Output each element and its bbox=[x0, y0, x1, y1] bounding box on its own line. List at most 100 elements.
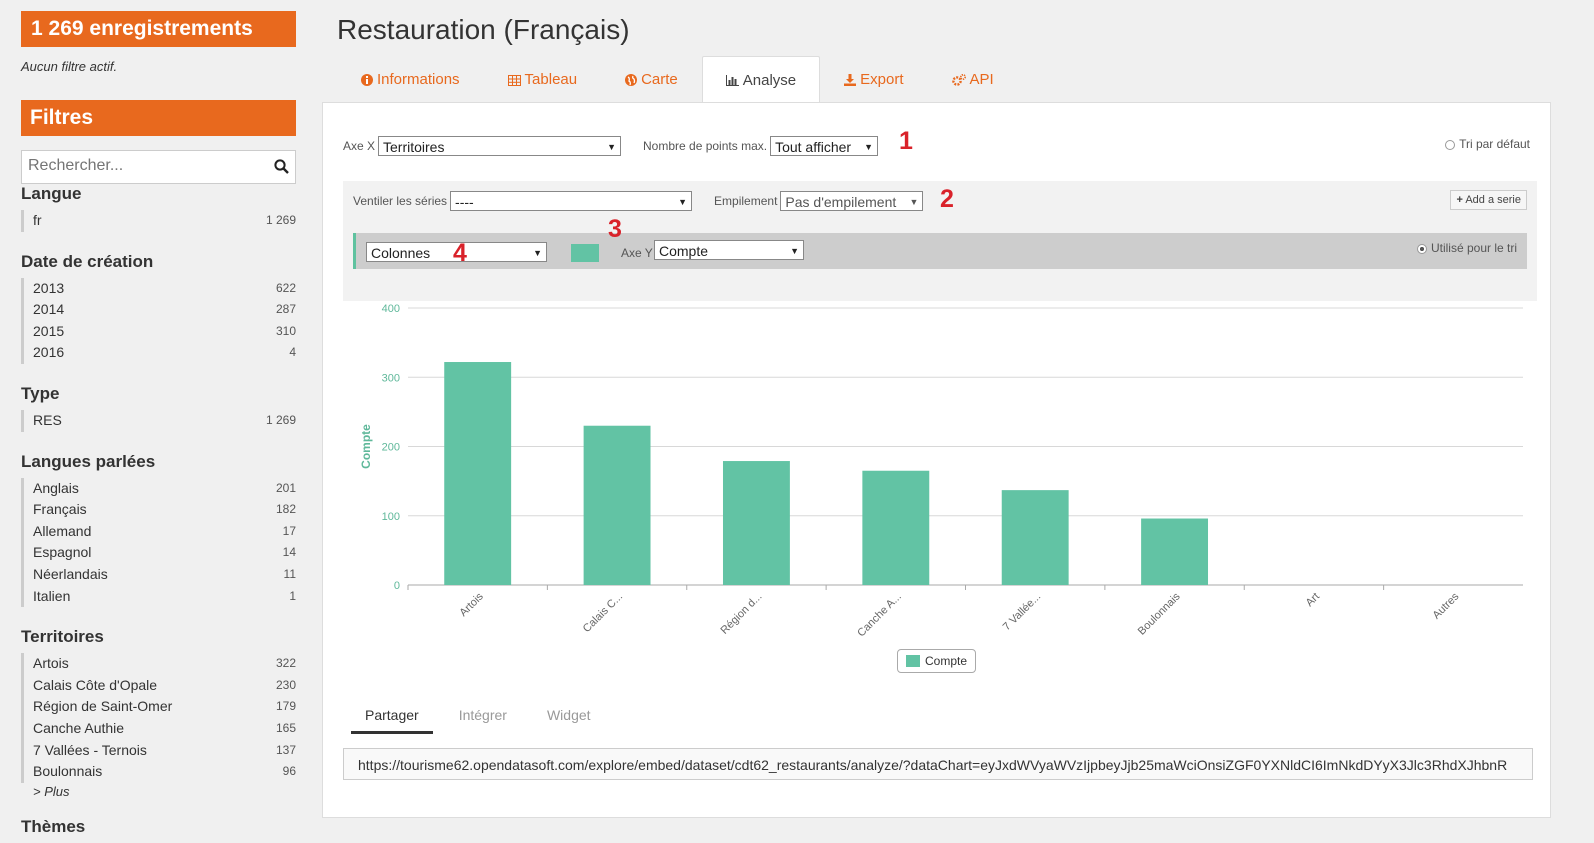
breakdown-select[interactable]: ---- ▼ bbox=[450, 191, 693, 211]
x-tick-label: Région d... bbox=[718, 591, 764, 637]
y-axis-label: Axe Y bbox=[621, 246, 653, 260]
facet-list: Artois 322 Calais Côte d'Opale 230 Région de… bbox=[21, 653, 296, 783]
chevron-down-icon: ▼ bbox=[790, 246, 799, 256]
facet-item[interactable]: Allemand 17 bbox=[33, 521, 296, 543]
legend-swatch bbox=[906, 655, 920, 667]
chart-type-select[interactable]: Colonnes ▼ bbox=[366, 242, 547, 262]
facet-item-label: Boulonnais bbox=[33, 763, 103, 780]
breakdown-value: ---- bbox=[455, 194, 474, 210]
facet-item-count: 622 bbox=[275, 280, 296, 295]
chart-svg: 0 100 200 300 400 Compte Artois Calais C... Régi… bbox=[359, 303, 1523, 639]
y-tick-label: 100 bbox=[382, 511, 400, 523]
tab-api[interactable]: API bbox=[928, 56, 1018, 103]
facet-item[interactable]: Italien 1 bbox=[33, 586, 296, 608]
facet-item[interactable]: Calais Côte d'Opale 230 bbox=[33, 675, 296, 697]
facet-item-count: 310 bbox=[275, 323, 296, 338]
tab-partager[interactable]: Partager bbox=[351, 699, 433, 734]
stacking-label: Empilement bbox=[714, 194, 778, 208]
tab-integrer[interactable]: Intégrer bbox=[458, 707, 507, 723]
facet-item[interactable]: Canche Authie 165 bbox=[33, 718, 296, 740]
gears-icon bbox=[951, 74, 966, 86]
y-tick-label: 300 bbox=[382, 372, 400, 384]
tab-label: Carte bbox=[641, 71, 678, 88]
series-config: Ventiler les séries ---- ▼ Empilement Pas… bbox=[343, 181, 1537, 301]
y-axis-select[interactable]: Compte ▼ bbox=[654, 240, 804, 260]
max-points-select[interactable]: Tout afficher ▼ bbox=[770, 136, 879, 156]
add-serie-button[interactable]: + Add a serie bbox=[1450, 190, 1527, 210]
bar bbox=[1141, 518, 1209, 585]
tab-label: API bbox=[969, 71, 994, 88]
facet-item-label: 2014 bbox=[33, 301, 65, 318]
facet-item-label: 2013 bbox=[33, 279, 65, 296]
x-axis-select[interactable]: Territoires ▼ bbox=[378, 136, 622, 156]
facet-item-label: Français bbox=[33, 501, 87, 518]
max-points-label: Nombre de points max. bbox=[643, 139, 768, 153]
y-tick-label: 400 bbox=[382, 303, 400, 315]
facet-item[interactable]: Boulonnais 96 bbox=[33, 761, 296, 783]
tab-analyse[interactable]: Analyse bbox=[701, 56, 821, 104]
facet-item-count: 1 bbox=[289, 588, 296, 603]
facet-item[interactable]: fr 1 269 bbox=[33, 210, 296, 232]
facet-item[interactable]: 7 Vallées - Ternois 137 bbox=[33, 740, 296, 762]
chevron-down-icon: ▼ bbox=[678, 197, 688, 207]
search-box bbox=[21, 150, 296, 184]
tab-widget[interactable]: Widget bbox=[546, 707, 591, 723]
share-url-field[interactable]: https://tourisme62.opendatasoft.com/expl… bbox=[343, 748, 1533, 780]
facet-item[interactable]: 2014 287 bbox=[33, 299, 296, 321]
globe-icon bbox=[625, 74, 638, 86]
facet-title: Langues parlées bbox=[21, 451, 156, 471]
page-title: Restauration (Français) bbox=[337, 14, 630, 45]
chevron-down-icon: ▼ bbox=[909, 197, 919, 207]
tab-informations[interactable]: Informations bbox=[337, 56, 484, 103]
used-for-sort-option[interactable]: Utilisé pour le tri bbox=[1416, 241, 1517, 255]
search-icon[interactable] bbox=[274, 159, 289, 179]
chart-legend[interactable]: Compte bbox=[897, 649, 977, 673]
annotation-number: 3 bbox=[608, 215, 622, 243]
analysis-panel: Axe X Territoires ▼ Nombre de points max.… bbox=[322, 102, 1551, 818]
series-color-swatch[interactable] bbox=[571, 244, 599, 262]
facet-item[interactable]: Néerlandais 11 bbox=[33, 564, 296, 586]
facet-item-label: fr bbox=[33, 212, 42, 228]
facet-item-count: 179 bbox=[275, 699, 296, 714]
facet-item-label: Espagnol bbox=[33, 544, 92, 561]
search-input[interactable] bbox=[22, 151, 264, 181]
bar bbox=[722, 461, 790, 585]
plus-icon: + bbox=[1456, 194, 1463, 206]
sidebar: 1 269 enregistrements Aucun filtre actif… bbox=[21, 11, 296, 843]
facet-item-count: 14 bbox=[282, 545, 296, 560]
facet-item-label: 2016 bbox=[33, 344, 65, 361]
facet-item[interactable]: Région de Saint-Omer 179 bbox=[33, 696, 296, 718]
facet-item[interactable]: 2015 310 bbox=[33, 321, 296, 343]
facet-item-count: 201 bbox=[275, 480, 296, 495]
facet-item[interactable]: 2013 622 bbox=[33, 278, 296, 300]
more-link[interactable]: > Plus bbox=[33, 783, 70, 799]
facet-item[interactable]: Espagnol 14 bbox=[33, 542, 296, 564]
default-sort-option[interactable]: Tri par défaut bbox=[1445, 137, 1530, 151]
tab-tableau[interactable]: Tableau bbox=[484, 56, 602, 103]
facet-item-count: 137 bbox=[275, 742, 296, 757]
facet-groups: Langue fr 1 269 Date de création 2013 622 2014… bbox=[21, 184, 296, 783]
facet-item-count: 1 269 bbox=[265, 213, 296, 227]
x-tick-label: Art bbox=[1304, 591, 1322, 609]
used-for-sort-radio[interactable] bbox=[1416, 243, 1427, 254]
annotation-number: 4 bbox=[453, 239, 467, 267]
facet-item[interactable]: RES 1 269 bbox=[33, 410, 296, 432]
bar bbox=[862, 470, 930, 585]
facet-item-count: 230 bbox=[275, 677, 296, 692]
x-tick-label: 7 Vallée... bbox=[1001, 591, 1044, 634]
facet-item-count: 11 bbox=[283, 566, 296, 581]
record-count-banner: 1 269 enregistrements bbox=[21, 11, 296, 47]
facet-item[interactable]: Artois 322 bbox=[33, 653, 296, 675]
tab-carte[interactable]: Carte bbox=[601, 56, 702, 103]
default-sort-radio[interactable] bbox=[1445, 139, 1456, 150]
x-axis-label: Axe X bbox=[343, 139, 376, 153]
tab-label: Analyse bbox=[742, 71, 797, 89]
facet-title[interactable]: Thèmes bbox=[21, 816, 86, 836]
x-tick-label: Autres bbox=[1430, 590, 1461, 621]
facet-item[interactable]: Anglais 201 bbox=[33, 478, 296, 500]
facet-item[interactable]: 2016 4 bbox=[33, 342, 296, 364]
tab-export[interactable]: Export bbox=[820, 56, 927, 103]
table-icon bbox=[507, 74, 521, 86]
facet-item[interactable]: Français 182 bbox=[33, 499, 296, 521]
stacking-select[interactable]: Pas d'empilement ▼ bbox=[780, 191, 924, 211]
